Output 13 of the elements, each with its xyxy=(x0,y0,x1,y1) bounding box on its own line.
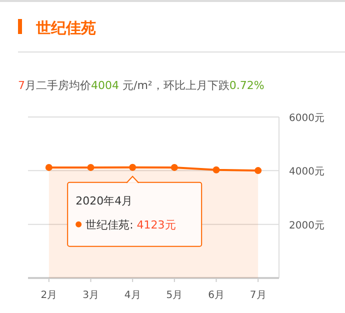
x-tick-label: 7月 xyxy=(250,290,266,301)
y-tick-label: 2000元 xyxy=(289,220,324,232)
annotation: 世纪佳苑: 4123元 xyxy=(86,218,176,232)
y-tick-label: 4000元 xyxy=(289,166,324,178)
y-tick-label: 6000元 xyxy=(289,113,324,124)
annotation: 2020年4月 xyxy=(76,194,133,208)
x-tick-label: 6月 xyxy=(208,290,224,301)
x-tick-label: 3月 xyxy=(82,290,99,301)
title: 世纪佳苑 xyxy=(36,19,96,37)
x-tick-label: 5月 xyxy=(166,290,183,301)
x-tick-label: 2月 xyxy=(40,290,58,301)
subtitle: 7月二手房均价4004 元/m²，环比上月下跌0.72% xyxy=(18,79,264,92)
x-tick-label: 4月 xyxy=(124,290,141,301)
